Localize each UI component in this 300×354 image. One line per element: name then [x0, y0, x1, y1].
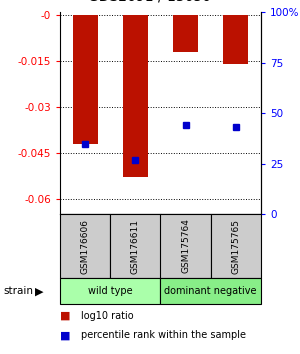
- Text: ■: ■: [60, 330, 70, 341]
- Text: GSM176611: GSM176611: [131, 218, 140, 274]
- Bar: [160, 278, 261, 304]
- Bar: [110, 214, 160, 278]
- Bar: [73, 16, 98, 144]
- Bar: [160, 214, 211, 278]
- Text: GSM176606: GSM176606: [81, 218, 90, 274]
- Text: GSM175764: GSM175764: [181, 218, 190, 274]
- Text: ■: ■: [60, 311, 70, 321]
- Text: GSM175765: GSM175765: [231, 218, 240, 274]
- Text: log10 ratio: log10 ratio: [81, 311, 134, 321]
- Text: strain: strain: [3, 286, 33, 296]
- Text: percentile rank within the sample: percentile rank within the sample: [81, 330, 246, 341]
- Bar: [173, 16, 198, 52]
- Bar: [123, 16, 148, 177]
- Bar: [60, 214, 110, 278]
- Bar: [60, 278, 160, 304]
- Text: ▶: ▶: [35, 286, 43, 296]
- Bar: [211, 214, 261, 278]
- Text: wild type: wild type: [88, 286, 133, 296]
- Text: dominant negative: dominant negative: [164, 286, 257, 296]
- Text: GDS2691 / 13650: GDS2691 / 13650: [88, 0, 212, 4]
- Bar: [223, 16, 248, 64]
